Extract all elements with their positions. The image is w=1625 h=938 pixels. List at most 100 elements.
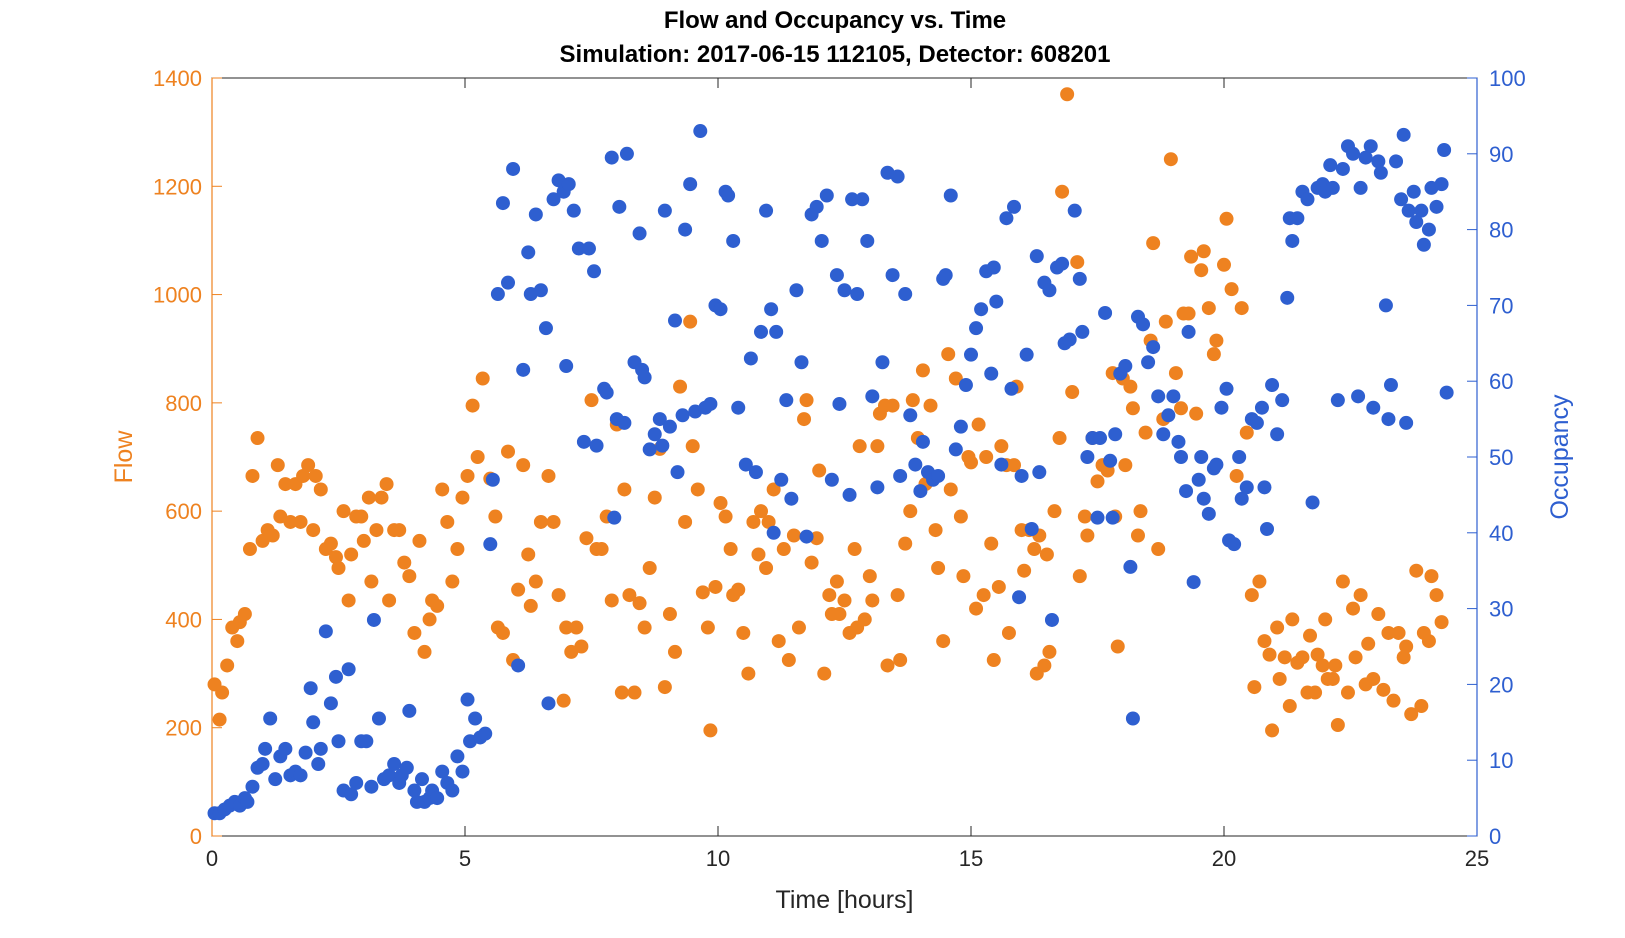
flow-point [1239,425,1254,440]
flow-point [604,593,619,608]
occupancy-point [1201,506,1216,521]
flow-point [237,607,252,622]
occupancy-point [455,764,470,779]
occupancy-point [1080,450,1095,464]
occupancy-point [268,772,283,787]
flow-point [1429,588,1444,603]
y-left-tick-label: 1400 [153,66,202,91]
flow-point [293,514,308,529]
occupancy-point [1363,139,1378,154]
y-left-tick-label: 0 [190,824,202,849]
occupancy-point [986,260,1001,275]
occupancy-point [837,283,852,298]
flow-point [791,620,806,635]
flow-point [528,574,543,589]
occupancy-point [1171,434,1186,449]
flow-point [1244,588,1259,603]
occupancy-point [721,188,736,203]
flow-point [731,582,746,597]
occupancy-point [619,146,634,161]
occupancy-point [1416,237,1431,252]
flow-point [1366,671,1381,686]
flow-point [700,620,715,635]
x-tick-label: 25 [1465,846,1489,871]
occupancy-point [533,283,548,298]
occupancy-point [1394,192,1409,207]
occupancy-point [678,222,693,237]
occupancy-point [1007,199,1022,214]
flow-point [1037,658,1052,673]
flow-point [379,477,394,492]
flow-point [647,490,662,505]
flow-point [445,574,460,589]
occupancy-point [774,472,789,487]
flow-point [417,644,432,659]
flow-point [822,588,837,603]
flow-point [1130,528,1145,543]
occupancy-point [599,385,614,400]
flow-point [1295,650,1310,665]
occupancy-point [328,669,343,684]
y-right-tick-label: 70 [1489,293,1513,318]
flow-point [984,536,999,551]
flow-point [1201,301,1216,316]
occupancy-point [1409,215,1424,230]
flow-point [948,371,963,386]
y-left-tick-label: 800 [165,391,202,416]
occupancy-point [1305,495,1320,510]
y-left-tick-label: 200 [165,716,202,741]
occupancy-point [1179,484,1194,499]
flow-point [392,523,407,538]
flow-point [971,417,986,432]
flow-point [667,644,682,659]
flow-point [986,653,1001,668]
flow-point [546,514,561,529]
occupancy-point [293,768,308,783]
occupancy-point [655,438,670,453]
occupancy-point [1032,465,1047,480]
flow-point [1434,615,1449,630]
flow-point [1007,458,1022,473]
flow-point [1047,504,1062,519]
occupancy-point [1019,347,1034,362]
occupancy-point [1439,385,1454,400]
flow-point [1196,244,1211,259]
flow-point [751,547,766,562]
occupancy-point [313,741,328,756]
occupancy-point [870,480,885,495]
occupancy-point [344,787,359,802]
plot-frame [211,77,1478,837]
flow-point [1138,425,1153,440]
occupancy-point [490,287,505,302]
flow-point [953,509,968,524]
occupancy-point [1194,450,1209,464]
occupancy-point [1105,510,1120,525]
flow-point [642,560,657,575]
occupancy-point [809,199,824,214]
flow-point [1039,547,1054,562]
occupancy-point [1239,480,1254,495]
occupancy-point [1437,143,1452,158]
occupancy-point [1275,393,1290,408]
occupancy-point [306,715,321,730]
flow-point [270,458,285,473]
flow-point [435,482,450,497]
flow-point [397,555,412,570]
y-axis-right-label: Occupancy [1546,394,1574,520]
flow-point [969,601,984,616]
occupancy-point [754,324,769,339]
y-left-tick-label: 400 [165,607,202,632]
occupancy-point [766,525,781,540]
titles: Flow and Occupancy vs. Time Simulation: … [560,7,1111,68]
flow-point [361,490,376,505]
occupancy-point [1290,211,1305,226]
flow-point [455,490,470,505]
flow-point [1381,625,1396,640]
flow-point [622,588,637,603]
occupancy-point [323,696,338,711]
flow-point [1391,625,1406,640]
flow-point [460,468,475,483]
flow-point [230,634,245,649]
flow-point [923,398,938,413]
occupancy-point [278,741,293,756]
